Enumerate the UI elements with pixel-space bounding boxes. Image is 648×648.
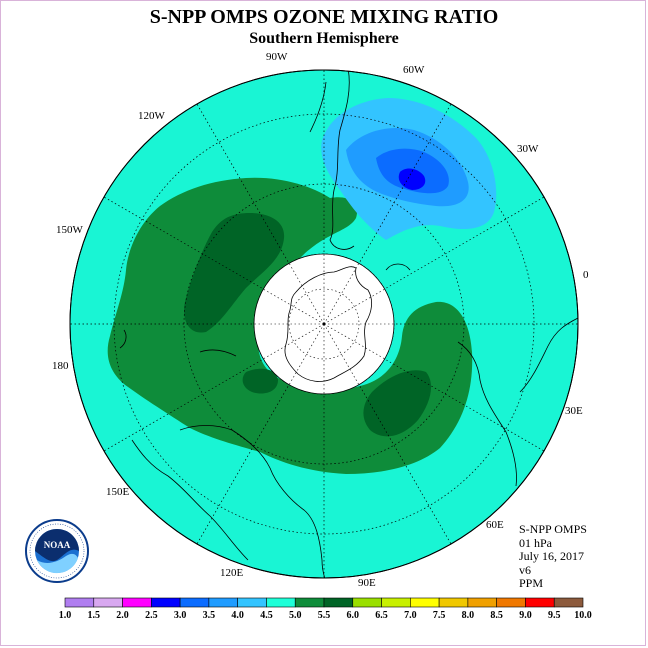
colorbar-swatch bbox=[381, 597, 411, 608]
info-level: 01 hPa bbox=[519, 535, 552, 550]
colorbar-swatch bbox=[352, 597, 382, 608]
colorbar-tick-label: 8.5 bbox=[490, 610, 503, 621]
lon-label-150e: 150E bbox=[106, 486, 130, 498]
colorbar-swatch bbox=[64, 597, 95, 608]
colorbar-swatch bbox=[93, 597, 123, 608]
colorbar-swatch bbox=[553, 597, 584, 608]
colorbar-tick-label: 3.0 bbox=[174, 610, 187, 621]
info-version: v6 bbox=[519, 562, 531, 577]
colorbar-tick-label: 7.0 bbox=[404, 610, 417, 621]
colorbar-swatch bbox=[438, 597, 469, 608]
map-subtitle: Southern Hemisphere bbox=[249, 30, 399, 47]
ozone-contour-5-5-east bbox=[363, 370, 432, 437]
colorbar-swatch bbox=[179, 597, 210, 608]
colorbar-tick-label: 7.5 bbox=[433, 610, 446, 621]
lon-label-180: 180 bbox=[52, 360, 69, 372]
ozone-contour-2-5 bbox=[398, 168, 426, 190]
colorbar-swatch bbox=[208, 597, 238, 608]
colorbar-tick-label: 5.0 bbox=[289, 610, 302, 621]
polar-cap-grid bbox=[254, 254, 394, 394]
colorbar-tick-label: 6.0 bbox=[347, 610, 360, 621]
map-title: S-NPP OMPS OZONE MIXING RATIO bbox=[149, 6, 499, 28]
colorbar-swatch bbox=[266, 597, 296, 608]
lon-label-90w: 90W bbox=[266, 51, 288, 63]
antarctica-coastline bbox=[284, 266, 372, 382]
noaa-logo: NOAA bbox=[25, 519, 89, 583]
colorbar-swatch bbox=[410, 597, 440, 608]
noaa-logo-text: NOAA bbox=[44, 540, 71, 550]
lon-label-0: 0 bbox=[583, 269, 589, 281]
colorbar-swatch bbox=[294, 597, 325, 608]
info-date: July 16, 2017 bbox=[519, 549, 585, 563]
colorbar-swatch bbox=[151, 597, 181, 608]
colorbar-swatch bbox=[237, 597, 267, 608]
colorbar-tick-label: 3.5 bbox=[203, 610, 216, 621]
colorbar: 1.0 1.5 2.0 2.5 3.0 3.5 4.0 4.5 5.0 5.5 6.0 6.5 7.0 7… bbox=[59, 597, 592, 621]
colorbar-tick-label: 4.5 bbox=[260, 610, 273, 621]
colorbar-tick-label: 5.5 bbox=[318, 610, 331, 621]
info-units: PPM bbox=[519, 576, 544, 590]
colorbar-tick-label: 6.5 bbox=[375, 610, 388, 621]
colorbar-tick-label: 1.5 bbox=[88, 610, 101, 621]
lon-label-30e: 30E bbox=[565, 405, 583, 417]
colorbar-tick-label: 4.0 bbox=[231, 610, 244, 621]
lon-label-60w: 60W bbox=[403, 64, 425, 76]
ozone-contour-5-5-south bbox=[242, 368, 278, 394]
colorbar-swatch bbox=[323, 597, 354, 608]
info-instrument: S-NPP OMPS bbox=[519, 522, 587, 536]
colorbar-tick-label: 2.0 bbox=[116, 610, 129, 621]
lon-label-60e: 60E bbox=[486, 519, 504, 531]
lon-label-90e: 90E bbox=[358, 577, 376, 589]
colorbar-tick-label: 9.0 bbox=[519, 610, 532, 621]
colorbar-swatch bbox=[525, 597, 555, 608]
colorbar-swatch bbox=[467, 597, 497, 608]
colorbar-tick-label: 2.5 bbox=[145, 610, 158, 621]
coastlines bbox=[119, 70, 578, 578]
lon-label-150w: 150W bbox=[56, 224, 84, 236]
longitude-labels: 90W 60W 30W 0 30E 60E 90E 120E 150E 180 … bbox=[52, 51, 589, 589]
ozone-contour-5-5-west bbox=[184, 213, 285, 333]
colorbar-swatch bbox=[122, 597, 152, 608]
info-block: S-NPP OMPS 01 hPa July 16, 2017 v6 PPM bbox=[519, 522, 587, 591]
colorbar-swatch bbox=[496, 597, 526, 608]
lon-label-120w: 120W bbox=[138, 110, 166, 122]
colorbar-tick-label: 1.0 bbox=[59, 610, 72, 621]
colorbar-tick-label: 8.0 bbox=[462, 610, 475, 621]
lon-label-30w: 30W bbox=[517, 143, 539, 155]
colorbar-tick-label: 10.0 bbox=[574, 610, 592, 621]
lon-label-120e: 120E bbox=[220, 567, 244, 579]
colorbar-tick-label: 9.5 bbox=[548, 610, 561, 621]
